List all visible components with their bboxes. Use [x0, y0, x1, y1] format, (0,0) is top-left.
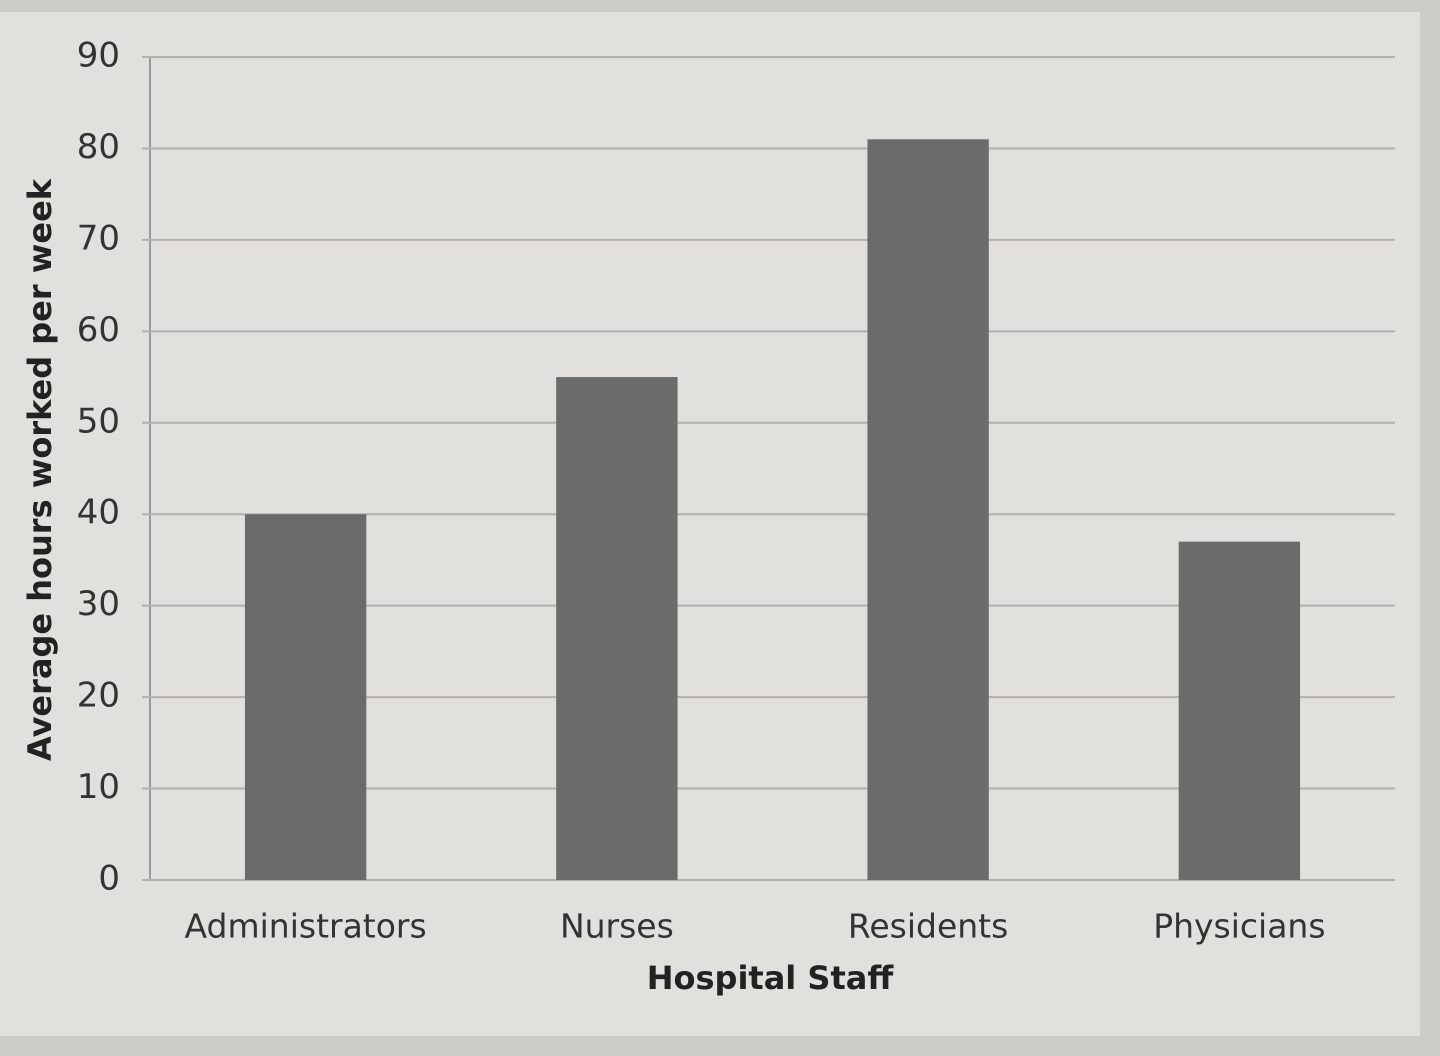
- x-tick-label: Administrators: [185, 907, 427, 946]
- page-sheet: [0, 12, 1420, 1036]
- y-tick-label: 20: [77, 676, 120, 716]
- bar: [867, 139, 989, 881]
- x-axis-title: Hospital Staff: [647, 959, 895, 997]
- y-axis-title: Average hours worked per week: [21, 178, 59, 761]
- y-tick-label: 10: [77, 767, 120, 807]
- bar: [244, 514, 367, 880]
- x-tick-label: Nurses: [560, 907, 674, 946]
- y-tick-label: 60: [77, 310, 120, 350]
- y-tick-label: 90: [77, 36, 120, 76]
- y-tick-label: 40: [77, 493, 120, 533]
- y-tick-label: 30: [77, 584, 120, 624]
- y-tick-label: 70: [77, 218, 120, 258]
- x-tick-label: Residents: [848, 907, 1008, 946]
- x-tick-label: Physicians: [1153, 907, 1325, 946]
- y-tick-label: 50: [77, 401, 120, 441]
- y-tick-label: 0: [98, 859, 120, 899]
- bar: [556, 377, 678, 880]
- bar: [1178, 541, 1301, 880]
- y-tick-label: 80: [77, 127, 120, 167]
